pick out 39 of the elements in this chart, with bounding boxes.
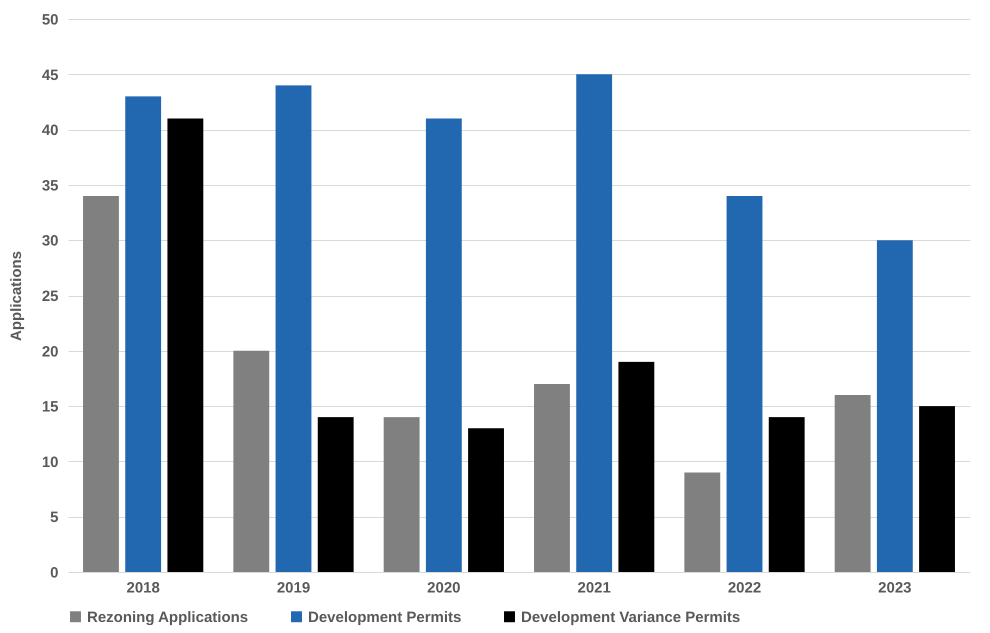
- bar: [468, 428, 504, 572]
- bar: [384, 417, 420, 572]
- bar: [876, 240, 913, 572]
- y-tick-label: 0: [50, 564, 58, 582]
- y-tick-label: 35: [42, 177, 58, 194]
- bar: [576, 74, 612, 572]
- y-tick-label: 20: [42, 343, 58, 360]
- bar: [684, 472, 720, 572]
- bar: [83, 196, 119, 572]
- x-tick-label: 2021: [577, 580, 611, 596]
- y-tick-label: 25: [42, 288, 58, 305]
- x-tick-label: 2019: [276, 580, 310, 596]
- bar: [167, 118, 204, 572]
- bar: [919, 406, 955, 572]
- x-tick-label: 2023: [878, 580, 912, 596]
- bar: [726, 196, 762, 572]
- y-tick-label: 40: [42, 122, 58, 140]
- x-tick-label: 2018: [126, 580, 160, 596]
- bar: [125, 96, 162, 572]
- legend-label: Development Variance Permits: [521, 608, 740, 626]
- y-tick-label: 15: [42, 398, 58, 416]
- bar: [534, 384, 570, 572]
- y-tick-label: 10: [42, 454, 58, 471]
- y-tick-label: 5: [50, 509, 58, 526]
- bar: [426, 118, 462, 572]
- y-tick-label: 30: [42, 232, 58, 250]
- legend-label: Development Permits: [308, 608, 462, 626]
- bar: [318, 417, 354, 572]
- y-axis-title: Applications: [8, 250, 25, 342]
- bar: [233, 350, 270, 572]
- bar: [618, 362, 654, 572]
- bar: [834, 395, 871, 572]
- legend-label: Rezoning Applications: [87, 608, 248, 626]
- x-tick-label: 2020: [427, 580, 461, 596]
- bar: [768, 417, 805, 572]
- x-tick-label: 2022: [728, 580, 762, 596]
- bar: [276, 85, 312, 572]
- y-tick-label: 45: [42, 66, 58, 84]
- y-tick-label: 50: [42, 12, 58, 28]
